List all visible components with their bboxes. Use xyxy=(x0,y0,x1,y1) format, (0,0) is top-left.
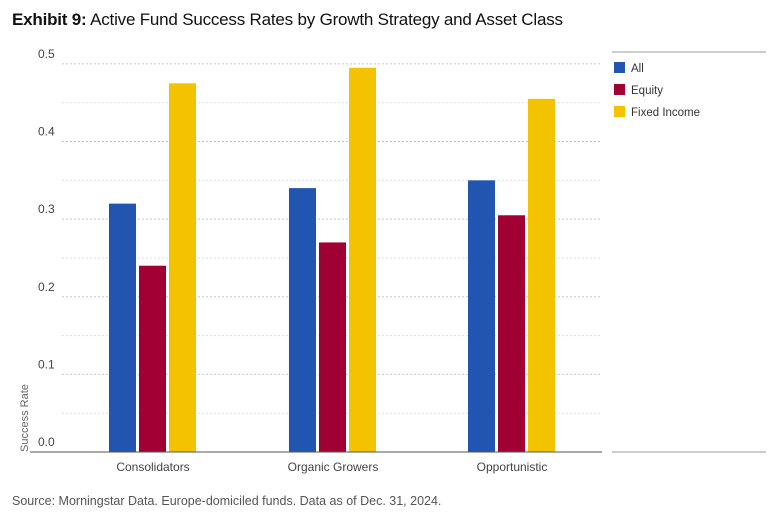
title-lead: Exhibit 9: xyxy=(12,10,87,29)
bar-all xyxy=(468,180,495,452)
legend-label: Fixed Income xyxy=(631,107,700,119)
title-text: Active Fund Success Rates by Growth Stra… xyxy=(86,10,563,29)
y-axis-label: Success Rate xyxy=(19,384,31,452)
bar-fixed-income xyxy=(528,98,555,452)
legend-label: Equity xyxy=(631,85,663,97)
legend-label: All xyxy=(631,63,644,75)
y-tick-label: 0.1 xyxy=(38,357,55,371)
x-tick-label: Consolidators xyxy=(116,460,189,474)
x-tick-label: Opportunistic xyxy=(477,460,548,474)
bar-all xyxy=(109,203,136,452)
x-axis-ticks: Consolidators Organic Growers Opportunisti… xyxy=(116,460,547,474)
legend: All Equity Fixed Income xyxy=(612,51,766,453)
y-axis-ticks: 0.0 0.1 0.2 0.3 0.4 0.5 xyxy=(38,47,55,449)
legend-swatch xyxy=(614,84,625,95)
bar-fixed-income xyxy=(349,67,376,453)
x-tick-label: Organic Growers xyxy=(288,460,379,474)
bar-equity xyxy=(498,215,525,452)
legend-swatch xyxy=(614,106,625,117)
bar-equity xyxy=(319,242,346,452)
y-tick-label: 0.4 xyxy=(38,125,55,139)
bar-fixed-income xyxy=(169,83,196,452)
chart-title: Exhibit 9: Active Fund Success Rates by … xyxy=(12,10,563,30)
y-tick-label: 0.2 xyxy=(38,280,55,294)
y-tick-label: 0.3 xyxy=(38,202,55,216)
legend-swatch xyxy=(614,62,625,73)
bar-all xyxy=(289,188,316,453)
y-tick-label: 0.5 xyxy=(38,47,55,61)
source-note: Source: Morningstar Data. Europe-domicil… xyxy=(12,494,442,508)
bar-equity xyxy=(139,265,166,452)
y-tick-label: 0.0 xyxy=(38,435,55,449)
bars xyxy=(109,67,555,453)
